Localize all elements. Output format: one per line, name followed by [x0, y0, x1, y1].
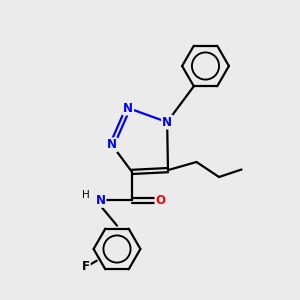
Text: O: O	[155, 194, 166, 207]
Text: H: H	[82, 190, 90, 200]
Text: N: N	[162, 116, 172, 129]
Text: N: N	[107, 138, 117, 152]
Text: N: N	[123, 101, 133, 115]
Text: F: F	[82, 260, 90, 274]
Text: N: N	[95, 194, 106, 207]
